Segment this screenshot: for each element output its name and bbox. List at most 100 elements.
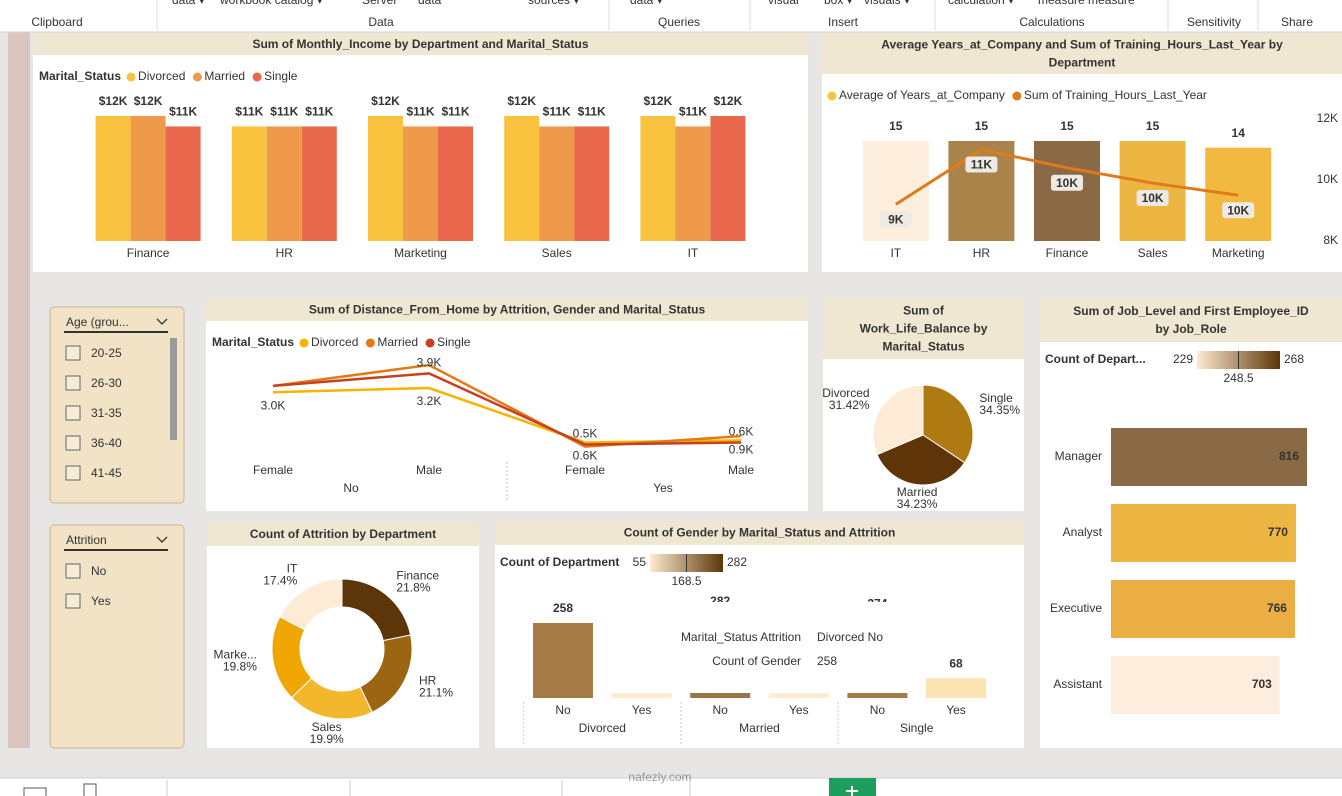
legend-title: Count of Depart... — [1045, 352, 1146, 366]
data-label: 15 — [1146, 119, 1160, 133]
bar — [948, 141, 1015, 241]
x-tick-label: Female — [253, 463, 293, 477]
legend-label: Average of Years_at_Company — [839, 88, 1005, 102]
slice-value: 31.42% — [829, 398, 870, 412]
slicer-checkbox[interactable] — [65, 405, 81, 421]
x-tick-label: Female — [565, 463, 605, 477]
slicer-chevron — [156, 536, 168, 543]
bar — [165, 126, 201, 241]
slice-label: Sales — [312, 720, 342, 734]
panel-title-band — [33, 33, 808, 55]
ribbon-item: data ▾ — [630, 0, 663, 7]
tab-icon[interactable] — [23, 787, 47, 796]
data-label: 10K — [1056, 176, 1078, 190]
data-label: 0.6K — [573, 449, 598, 463]
data-label: $12K — [99, 94, 128, 108]
legend-label: Married — [204, 69, 245, 83]
panel-title-band — [206, 298, 808, 321]
ribbon-group-label: Share — [1281, 15, 1313, 29]
slicer-checkbox[interactable] — [65, 435, 81, 451]
slicer-checkbox[interactable] — [65, 593, 81, 609]
y-tick-label: Assistant — [1053, 677, 1102, 691]
data-label-box — [1222, 202, 1255, 219]
data-label: 15 — [889, 119, 903, 133]
data-label: 10K — [1142, 191, 1164, 205]
bar — [1111, 428, 1307, 486]
legend-marker — [425, 338, 435, 348]
x-tick-label: HR — [276, 246, 294, 260]
data-label: $11K — [543, 105, 571, 119]
x-tick-label: Finance — [127, 246, 170, 260]
slicer-item: Yes — [91, 594, 111, 608]
slice — [872, 384, 924, 456]
panel-title-band — [495, 520, 1024, 545]
x-tick-label: Finance — [1046, 246, 1089, 260]
bar — [675, 126, 711, 241]
x-group-label: Married — [739, 721, 780, 735]
legend-marker — [827, 91, 837, 101]
line — [894, 147, 1239, 206]
slice-label: Single — [979, 391, 1013, 405]
x-group-label: Divorced — [579, 721, 626, 735]
slicer-checkbox[interactable] — [65, 563, 81, 579]
data-label-box — [1136, 190, 1169, 207]
chart-title: Count of Gender by Marital_Status and At… — [624, 526, 896, 540]
x-tick-label: No — [870, 703, 886, 717]
slice-value: 21.1% — [419, 685, 453, 699]
x-tick-label: Male — [416, 463, 442, 477]
slicer-checkbox[interactable] — [65, 345, 81, 361]
bar — [574, 126, 610, 241]
slicer-scrollbar — [170, 338, 177, 440]
ribbon-group-label: Data — [368, 15, 394, 29]
data-label: 816 — [1279, 449, 1299, 463]
legend-title: Marital_Status — [39, 69, 121, 83]
data-label: 11K — [971, 158, 993, 172]
data-label: $11K — [679, 105, 707, 119]
x-tick-label: No — [713, 703, 729, 717]
slice — [876, 434, 966, 486]
data-label: $12K — [371, 94, 400, 108]
tooltip-label: Count of Gender — [712, 654, 801, 668]
x-tick-label: HR — [973, 246, 991, 260]
x-tick-label: IT — [688, 246, 699, 260]
slicer-checkbox[interactable] — [65, 375, 81, 391]
legend-marker — [126, 72, 136, 82]
slicer-item: No — [91, 564, 107, 578]
legend-label: Divorced — [311, 335, 358, 349]
tooltip-value: Divorced No — [817, 630, 883, 644]
slice-value: 17.4% — [263, 574, 297, 588]
panel-title-band — [822, 33, 1342, 74]
slicer-item: 26-30 — [91, 376, 122, 390]
slice-label: IT — [287, 562, 298, 576]
bar — [504, 116, 540, 241]
data-label: 3.9K — [417, 356, 442, 370]
legend-label: Sum of Training_Hours_Last_Year — [1024, 88, 1207, 102]
data-label: 9K — [888, 213, 904, 227]
slicer-title: Attrition — [66, 533, 107, 547]
data-label: 0.9K — [729, 442, 754, 456]
data-label: $11K — [270, 105, 298, 119]
tab-icon[interactable] — [83, 783, 97, 796]
ribbon-item: data — [418, 0, 442, 7]
data-label: $11K — [578, 105, 606, 119]
data-label: 766 — [1267, 601, 1287, 615]
legend-min: 55 — [633, 555, 647, 569]
tooltip — [608, 602, 925, 693]
data-label: 703 — [1252, 677, 1272, 691]
bar — [533, 622, 593, 698]
ribbon-item: measure measure — [1038, 0, 1135, 7]
data-label: 14 — [1232, 126, 1246, 140]
bar — [130, 116, 166, 241]
legend-marker — [299, 338, 309, 348]
data-label: $12K — [507, 94, 536, 108]
slicer-checkbox[interactable] — [65, 465, 81, 481]
chart-title: Count of Attrition by Department — [250, 527, 436, 541]
ribbon-item: sources ▾ — [528, 0, 579, 7]
tab-bar — [0, 778, 1342, 796]
panel-title-band — [823, 298, 1024, 359]
chart-title: by Job_Role — [1155, 322, 1227, 336]
x-tick-label: Yes — [632, 703, 652, 717]
y2-tick-label: 10K — [1317, 172, 1338, 186]
legend-label: Single — [264, 69, 298, 83]
